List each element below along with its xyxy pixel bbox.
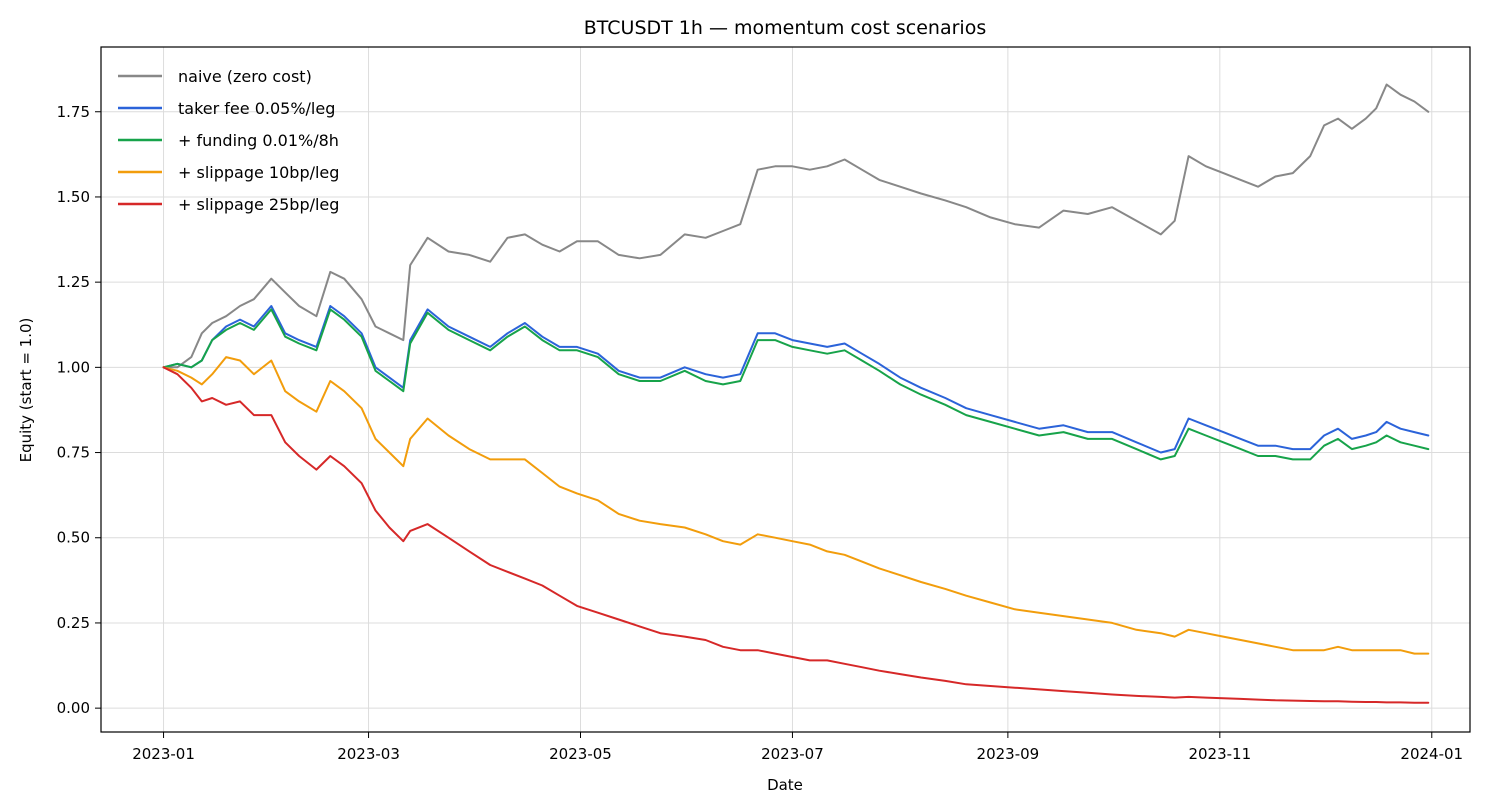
x-tick-label: 2023-07 (761, 745, 824, 763)
y-axis-label: Equity (start = 1.0) (17, 318, 35, 463)
x-tick-label: 2024-01 (1400, 745, 1463, 763)
y-axis-ticks: 0.00 0.25 0.50 0.75 1.00 1.25 1.50 1.75 (57, 103, 101, 717)
series-line-4 (162, 356, 1430, 655)
x-axis-label: Date (767, 776, 803, 794)
series-line-1 (162, 83, 1430, 369)
series-line-2 (162, 305, 1430, 454)
series-line-5 (162, 366, 1430, 704)
legend-label-4: + slippage 10bp/leg (178, 163, 339, 182)
y-tick-label: 1.00 (57, 358, 90, 376)
legend-label-1: naive (zero cost) (178, 67, 312, 86)
y-tick-label: 0.75 (57, 444, 90, 462)
plot-frame (100, 46, 1471, 733)
x-tick-label: 2023-11 (1188, 745, 1251, 763)
legend-label-5: + slippage 25bp/leg (178, 195, 339, 214)
chart-title: BTCUSDT 1h — momentum cost scenarios (584, 17, 986, 39)
legend: naive (zero cost) taker fee 0.05%/leg + fu… (118, 67, 339, 214)
x-tick-label: 2023-03 (337, 745, 400, 763)
y-tick-label: 1.75 (57, 103, 90, 121)
y-tick-label: 1.50 (57, 188, 90, 206)
x-axis-ticks: 2023-01 2023-03 2023-05 2023-07 2023-09 2023-… (132, 732, 1463, 763)
legend-label-2: taker fee 0.05%/leg (178, 99, 335, 118)
grid (101, 47, 1470, 732)
x-tick-label: 2023-01 (132, 745, 195, 763)
y-tick-label: 0.25 (57, 614, 90, 632)
series-line-3 (162, 308, 1430, 461)
series-group (162, 83, 1430, 704)
y-tick-label: 0.50 (57, 529, 90, 547)
x-tick-label: 2023-05 (549, 745, 612, 763)
legend-label-3: + funding 0.01%/8h (178, 131, 339, 150)
y-tick-label: 0.00 (57, 699, 90, 717)
y-tick-label: 1.25 (57, 273, 90, 291)
x-tick-label: 2023-09 (977, 745, 1040, 763)
